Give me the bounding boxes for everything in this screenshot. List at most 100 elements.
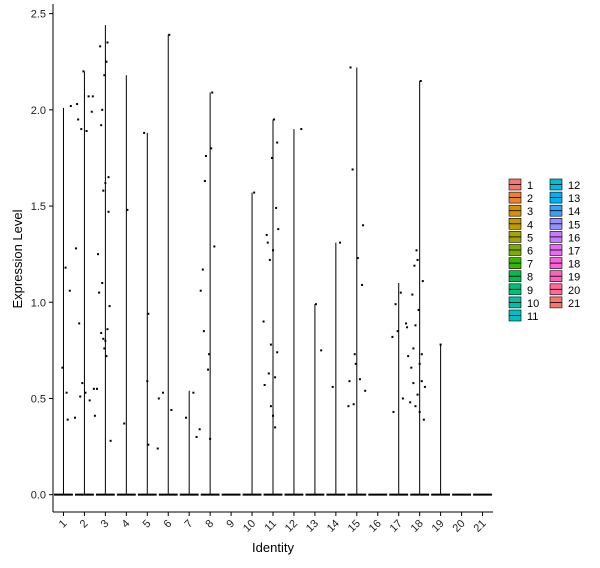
y-tick-label: 0.5	[31, 393, 46, 405]
data-point	[157, 397, 160, 400]
data-point	[85, 130, 88, 132]
data-point	[339, 241, 342, 244]
data-point	[267, 372, 270, 375]
data-point	[102, 189, 105, 192]
data-point	[410, 366, 413, 369]
legend-label: 13	[568, 193, 580, 205]
legend-label: 14	[568, 206, 580, 218]
data-point	[253, 191, 256, 194]
data-point	[93, 414, 96, 417]
data-point	[417, 308, 420, 311]
x-tick-label: 2	[78, 518, 91, 531]
data-point	[418, 410, 421, 413]
legend-label: 19	[568, 272, 580, 284]
x-tick-label: 10	[241, 518, 258, 535]
data-point	[354, 362, 357, 365]
data-point	[203, 180, 206, 183]
data-point	[208, 353, 211, 356]
legend-label: 18	[568, 259, 580, 271]
data-point	[199, 289, 202, 292]
data-point	[202, 330, 205, 333]
data-point	[273, 118, 276, 121]
x-tick-label: 8	[203, 518, 216, 531]
data-point	[272, 414, 274, 417]
data-point	[276, 351, 279, 354]
data-point	[96, 387, 98, 390]
x-axis-title: Identity	[252, 540, 294, 555]
data-point	[170, 409, 173, 412]
data-point	[351, 168, 354, 171]
data-point	[102, 337, 105, 340]
data-point	[61, 366, 64, 369]
x-tick-label: 14	[325, 518, 342, 535]
x-tick-label: 17	[388, 518, 405, 535]
data-point	[396, 330, 399, 333]
data-point	[92, 387, 95, 390]
y-tick-label: 1.0	[31, 297, 46, 309]
data-point	[79, 395, 82, 398]
legend-label: 7	[527, 259, 533, 271]
data-point	[420, 380, 423, 383]
data-point	[109, 439, 112, 442]
data-point	[274, 376, 277, 379]
violins	[54, 25, 492, 496]
data-point	[105, 60, 108, 63]
data-point	[406, 326, 409, 329]
data-point	[98, 291, 101, 294]
x-tick-label: 4	[120, 518, 133, 531]
y-axis-title: Expression Level	[10, 209, 25, 308]
x-tick-label: 21	[471, 518, 488, 535]
y-tick-label: 2.5	[31, 9, 46, 21]
legend-label: 21	[568, 298, 580, 310]
legend-label: 16	[568, 232, 580, 244]
legend-label: 5	[527, 232, 533, 244]
data-point	[399, 291, 402, 294]
data-point	[143, 131, 146, 134]
data-point	[353, 353, 356, 356]
y-tick-label: 0.0	[31, 490, 46, 502]
y-tick-label: 2.0	[31, 105, 46, 117]
data-point	[348, 380, 351, 383]
data-point	[394, 303, 397, 306]
x-tick-label: 5	[141, 518, 154, 531]
x-tick-label: 1	[57, 518, 70, 531]
data-point	[192, 391, 195, 394]
data-point	[209, 437, 212, 440]
data-point	[416, 258, 419, 261]
data-point	[77, 118, 80, 121]
data-point	[103, 74, 106, 77]
y-axis: 0.0 0.5 1.0 1.5 2.0 2.5 Expression Level	[10, 4, 54, 512]
data-point	[198, 428, 201, 431]
data-point	[90, 110, 93, 113]
data-point	[65, 391, 68, 394]
legend-label: 9	[527, 285, 533, 297]
data-point	[210, 147, 213, 150]
x-axis: 1 2 3 4 5 6 7 8 9 10 11 12 13 14 15 16 17 18 19 20 21 Identi…	[53, 511, 493, 555]
data-point	[269, 405, 272, 408]
data-point	[362, 224, 365, 227]
data-point	[81, 382, 84, 385]
x-tick-label: 9	[224, 518, 237, 531]
data-point	[358, 378, 361, 381]
data-point	[349, 66, 352, 69]
data-point	[409, 401, 412, 404]
data-point	[201, 268, 204, 271]
legend-label: 15	[568, 219, 580, 231]
data-point	[213, 245, 216, 248]
data-point	[352, 403, 355, 406]
data-point	[147, 443, 150, 446]
data-points	[61, 33, 442, 450]
data-point	[104, 339, 107, 342]
legend-label: 10	[527, 298, 539, 310]
data-point	[418, 362, 421, 365]
x-tick-label: 20	[451, 518, 468, 535]
data-point	[274, 426, 277, 429]
data-point	[87, 95, 90, 98]
data-point	[64, 266, 67, 269]
data-point	[76, 103, 79, 106]
data-point	[123, 422, 126, 425]
data-point	[207, 368, 210, 371]
data-point	[162, 391, 164, 394]
data-point	[391, 335, 394, 338]
